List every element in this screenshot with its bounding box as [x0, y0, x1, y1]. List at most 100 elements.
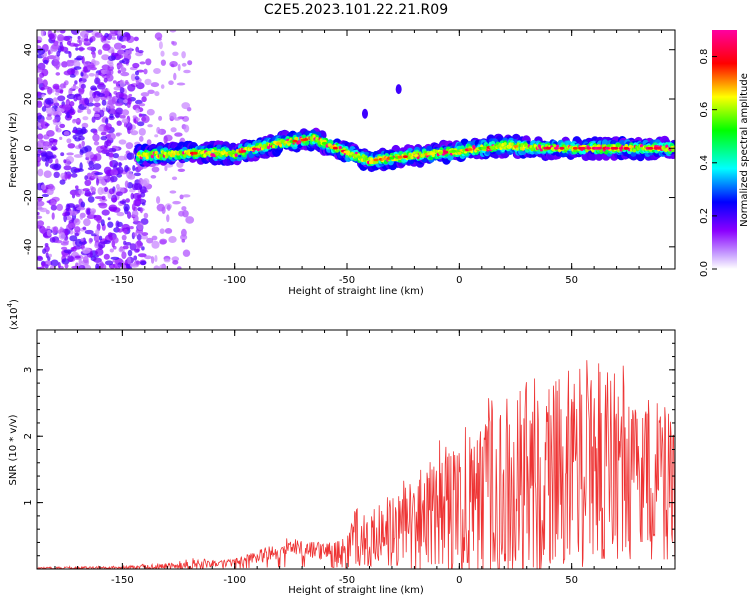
spectrogram-cell	[146, 237, 154, 244]
spectrogram-cell	[75, 47, 79, 51]
spectrogram-cell	[46, 188, 54, 196]
spectrogram-cell	[52, 118, 58, 123]
spectrogram-cell	[147, 89, 155, 95]
spectrogram-cell	[44, 157, 50, 162]
spectrogram-cell	[37, 39, 42, 44]
snr-ylabel: SNR (10 * v/v)	[8, 414, 19, 485]
spectrogram-cell	[121, 45, 126, 49]
spectrogram-cell	[37, 77, 43, 85]
spectrogram-cell	[109, 30, 119, 35]
spectrogram-cell	[137, 151, 141, 156]
spectrogram-cell	[183, 69, 191, 74]
spectrogram-cell	[108, 104, 115, 110]
spectrogram-cell	[168, 80, 174, 85]
spectrogram-cell	[178, 210, 185, 217]
spectrogram-cell	[39, 266, 45, 269]
spectrogram-cell	[73, 218, 81, 226]
spectrogram-cell	[97, 150, 102, 154]
spectrogram-cell	[119, 60, 125, 64]
spectrogram-cell	[357, 155, 363, 159]
spectrogram-cell	[150, 256, 155, 264]
spectrogram-cell	[438, 151, 443, 155]
spectrogram-cell	[102, 43, 111, 51]
spectrogram-cell	[74, 232, 80, 237]
spectrogram-cell	[276, 142, 282, 145]
spectrogram-cell	[77, 168, 84, 172]
spectrogram-cell	[163, 135, 168, 144]
spectrogram-cell	[88, 237, 93, 244]
spectrogram-cell	[133, 36, 139, 42]
snr-multiplier-close: )	[9, 299, 20, 303]
spectrogram-cell	[174, 132, 183, 137]
spectrogram-cell	[39, 207, 48, 213]
spectrogram-cell	[94, 32, 103, 38]
spectrogram-cell	[104, 186, 109, 192]
spectrogram-cell	[139, 186, 147, 194]
spectrogram-cell	[84, 97, 90, 106]
spectrogram-cell	[124, 206, 129, 215]
spectrogram-cell	[129, 243, 137, 251]
spectrogram-cell	[115, 91, 124, 99]
spectrogram-cell	[102, 40, 111, 44]
y-tick-label: 40	[23, 43, 34, 56]
spectrogram-cell	[335, 149, 339, 153]
spectrogram-cell	[130, 73, 136, 82]
spectrogram-cell	[79, 30, 89, 38]
spectrogram-cell	[151, 240, 160, 249]
spectrogram-cell	[141, 115, 150, 124]
y-tick-label: -40	[23, 239, 34, 255]
spectrogram-cell	[343, 150, 349, 154]
spectrogram-cell	[586, 146, 592, 150]
spectrogram-cell	[62, 240, 70, 244]
spectrogram-cell	[99, 235, 103, 241]
spectrogram-cell	[183, 154, 187, 158]
spectrogram-cell	[146, 139, 152, 146]
spectrogram-xlabel: Height of straight line (km)	[288, 286, 424, 297]
spectrogram-cell	[68, 42, 77, 47]
spectrogram-cell	[171, 40, 175, 45]
spectrogram-cell	[69, 190, 79, 196]
spectrogram-cell	[136, 194, 141, 199]
spectrogram-cell	[597, 146, 602, 150]
spectrogram-cell	[115, 191, 123, 196]
snr-multiplier-base: (x10	[9, 307, 20, 330]
spectrogram-cell	[80, 83, 86, 89]
spectrogram-cell	[177, 266, 182, 269]
spectrogram-cell	[397, 155, 403, 159]
spectrogram-cell	[105, 117, 109, 125]
x-tick-label: 0	[456, 275, 462, 286]
spectrogram-cell	[143, 68, 148, 75]
spectrogram-cell	[74, 93, 81, 97]
spectrogram-cell	[37, 215, 43, 219]
spectrogram-cell	[66, 111, 70, 119]
spectrogram-cell	[102, 175, 108, 180]
spectrogram-cell	[181, 51, 186, 59]
spectrogram-cell	[117, 228, 123, 233]
spectrogram-cell	[147, 124, 153, 128]
spectrogram-cell	[55, 124, 59, 132]
spectrogram-cell	[116, 211, 125, 217]
x-tick-label: -100	[223, 275, 246, 286]
colorbar-tick-label: 0.2	[699, 208, 710, 224]
spectrogram-cell	[65, 216, 72, 221]
spectrogram-cell	[58, 232, 66, 240]
spectrogram-cell	[64, 228, 69, 236]
spectrogram-cell	[158, 115, 163, 121]
spectrogram-cell	[81, 140, 85, 147]
spectrogram-cell	[144, 78, 152, 86]
y-tick-label: -20	[23, 189, 34, 205]
snr-multiplier: (x104)	[6, 299, 20, 330]
spectrogram-cell	[63, 165, 72, 171]
spectrogram-cell	[138, 253, 147, 258]
spectrogram-cell	[85, 151, 94, 159]
spectrogram-cell	[599, 148, 603, 153]
spectrogram-cell	[146, 108, 155, 116]
spectrogram-cell	[37, 256, 44, 262]
spectrogram-cell	[77, 35, 81, 40]
spectrogram-cell	[173, 117, 181, 121]
spectrogram-cell	[44, 123, 50, 127]
spectrogram-cell	[109, 248, 115, 253]
spectrogram-cell	[154, 91, 160, 97]
spectrogram-cell	[615, 144, 619, 148]
spectrogram-cell	[97, 83, 106, 90]
